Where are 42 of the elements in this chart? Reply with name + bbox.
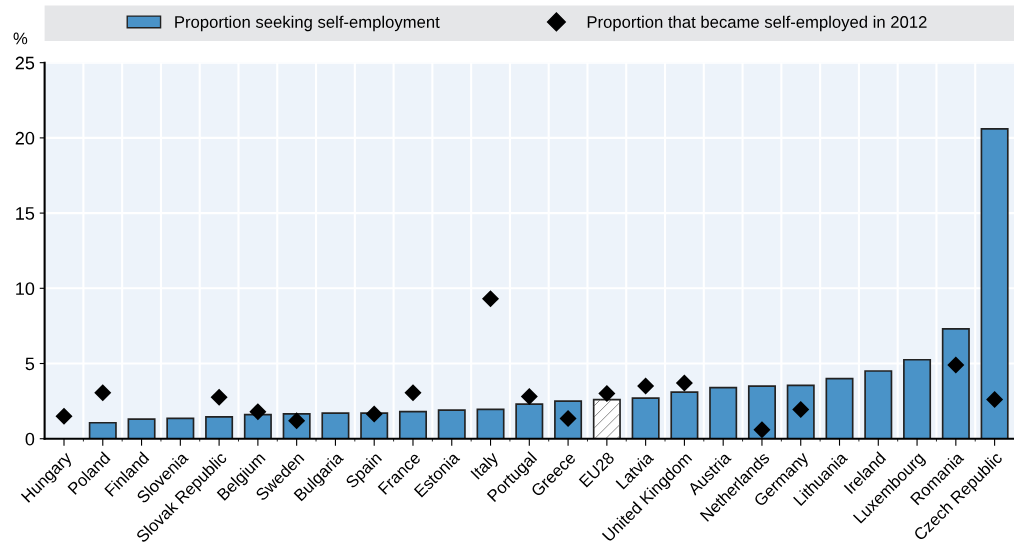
bar bbox=[631, 397, 660, 439]
bar bbox=[864, 370, 893, 439]
bar bbox=[515, 403, 544, 439]
bar bbox=[980, 128, 1009, 439]
bar bbox=[941, 328, 970, 439]
point bbox=[675, 374, 693, 392]
bar bbox=[437, 409, 466, 439]
point bbox=[55, 407, 73, 425]
y-axis-title: % bbox=[13, 32, 28, 45]
bar bbox=[398, 410, 428, 439]
bar bbox=[243, 413, 272, 439]
bar bbox=[670, 391, 699, 439]
point bbox=[947, 356, 965, 374]
point bbox=[986, 391, 1004, 409]
point bbox=[210, 388, 228, 406]
y-tick-label: 10 bbox=[16, 282, 35, 296]
y-tick-label: 25 bbox=[15, 56, 35, 70]
point bbox=[404, 384, 422, 402]
bar bbox=[205, 416, 234, 439]
y-tick-label: 5 bbox=[25, 357, 35, 371]
point bbox=[637, 377, 655, 395]
y-tick-label: 20 bbox=[15, 131, 35, 145]
legend-label: Proportion seeking self-employment bbox=[175, 15, 440, 32]
point bbox=[753, 421, 771, 439]
point bbox=[249, 403, 267, 421]
bar bbox=[709, 386, 738, 439]
bar bbox=[476, 408, 505, 439]
point bbox=[482, 290, 500, 308]
y-tick-label: 0 bbox=[25, 432, 35, 446]
bar bbox=[166, 417, 195, 439]
point bbox=[598, 385, 616, 403]
point bbox=[365, 405, 383, 423]
bar bbox=[88, 421, 117, 439]
y-tick-label: 15 bbox=[16, 207, 35, 220]
legend-label: Proportion that became self-employed in 2012 bbox=[587, 15, 927, 32]
bar bbox=[825, 377, 854, 439]
bar bbox=[127, 418, 156, 439]
bar bbox=[903, 358, 932, 439]
point bbox=[520, 388, 538, 406]
bar bbox=[321, 412, 350, 439]
bar bbox=[786, 384, 815, 439]
point bbox=[94, 384, 112, 402]
